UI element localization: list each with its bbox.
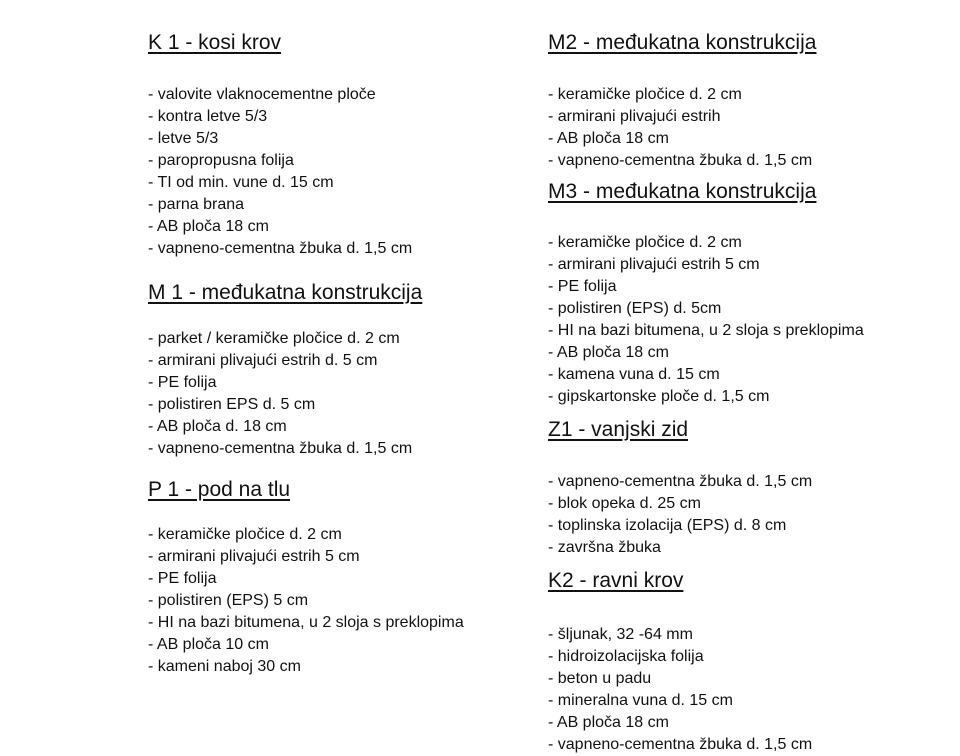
layer-item: - hidroizolacijska folija [548,648,704,665]
layer-item: - polistiren (EPS) 5 cm [148,592,309,609]
layer-item: - armirani plivajući estrih d. 5 cm [148,352,378,369]
section-heading: K 1 - kosi krov [148,31,282,54]
layer-item: - blok opeka d. 25 cm [548,495,701,512]
layer-item: - AB ploča 18 cm [548,130,669,147]
layer-item: - armirani plivajući estrih 5 cm [548,256,760,273]
layer-item: - vapneno-cementna žbuka d. 1,5 cm [548,152,813,169]
layer-item: - HI na bazi bitumena, u 2 sloja s prekl… [548,322,864,339]
layer-item: - keramičke pločice d. 2 cm [148,526,342,543]
layer-item: - vapneno-cementna žbuka d. 1,5 cm [548,473,813,490]
layer-item: - PE folija [148,570,217,587]
layer-item: - beton u padu [548,670,652,687]
layer-item: - keramičke pločice d. 2 cm [548,86,742,103]
layer-item: - gipskartonske ploče d. 1,5 cm [548,388,770,405]
section-heading: M2 - međukatna konstrukcija [548,31,817,54]
layer-item: - toplinska izolacija (EPS) d. 8 cm [548,517,787,534]
layer-item: - kamena vuna d. 15 cm [548,366,720,383]
layer-item: - šljunak, 32 -64 mm [548,626,693,643]
layer-item: - armirani plivajući estrih [548,108,721,125]
layer-item: - završna žbuka [548,539,661,556]
layer-item: - letve 5/3 [148,130,219,147]
layer-item: - PE folija [148,374,217,391]
layer-item: - polistiren (EPS) d. 5cm [548,300,722,317]
section-heading: M3 - međukatna konstrukcija [548,180,817,203]
layer-item: - paropropusna folija [148,152,294,169]
layer-item: - AB ploča 18 cm [148,218,269,235]
layer-item: - kameni naboj 30 cm [148,658,301,675]
layer-list: - keramičke pločice d. 2 cm - armirani pl… [548,84,812,172]
section-heading: P 1 - pod na tlu [148,478,291,501]
layer-item: - armirani plivajući estrih 5 cm [148,548,360,565]
layer-item: - parket / keramičke pločice d. 2 cm [148,330,400,347]
layer-item: - AB ploča 18 cm [548,714,669,731]
layer-list: - vapneno-cementna žbuka d. 1,5 cm - blok… [548,471,812,559]
layer-list: - šljunak, 32 -64 mm - hidroizolacijska f… [548,624,812,756]
layer-item: - mineralna vuna d. 15 cm [548,692,733,709]
section-heading: Z1 - vanjski zid [548,418,689,441]
layer-list: - valovite vlaknocementne ploče - kontra … [148,84,412,260]
layer-list: - parket / keramičke pločice d. 2 cm - ar… [148,328,412,460]
layer-list: - keramičke pločice d. 2 cm - armirani pl… [148,524,464,678]
section-heading: K2 - ravni krov [548,569,684,592]
layer-item: - PE folija [548,278,617,295]
layer-item: - AB ploča 10 cm [148,636,269,653]
layer-item: - AB ploča 18 cm [548,344,669,361]
layer-item: - AB ploča d. 18 cm [148,418,287,435]
layer-item: - polistiren EPS d. 5 cm [148,396,316,413]
layer-item: - vapneno-cementna žbuka d. 1,5 cm [548,736,813,753]
layer-item: - HI na bazi bitumena, u 2 sloja s prekl… [148,614,464,631]
layer-item: - TI od min. vune d. 15 cm [148,174,334,191]
layer-item: - vapneno-cementna žbuka d. 1,5 cm [148,240,413,257]
layer-item: - vapneno-cementna žbuka d. 1,5 cm [148,440,413,457]
layer-item: - valovite vlaknocementne ploče [148,86,376,103]
layer-list: - keramičke pločice d. 2 cm - armirani pl… [548,232,864,408]
layer-item: - keramičke pločice d. 2 cm [548,234,742,251]
section-heading: M 1 - međukatna konstrukcija [148,281,423,304]
layer-item: - kontra letve 5/3 [148,108,268,125]
layer-item: - parna brana [148,196,245,213]
